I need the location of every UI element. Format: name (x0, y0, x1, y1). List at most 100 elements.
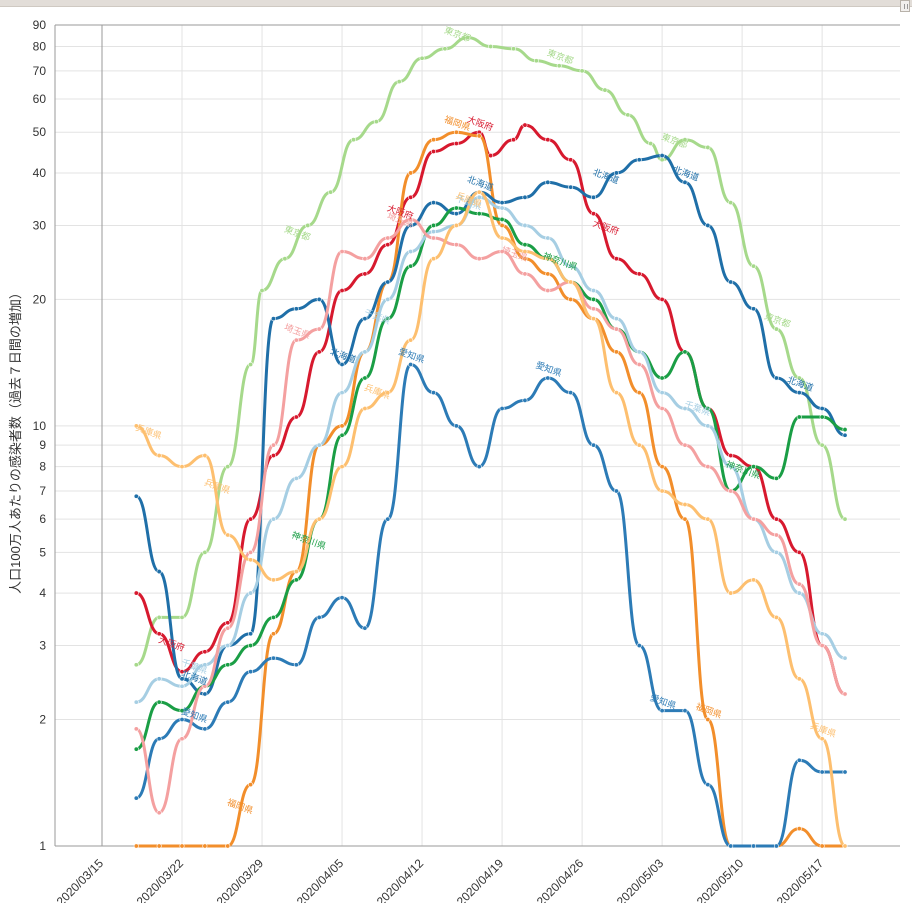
data-point (133, 662, 139, 668)
data-point (591, 306, 597, 312)
data-point (339, 390, 345, 396)
data-point (533, 58, 539, 64)
data-point (842, 655, 848, 661)
data-point (613, 488, 619, 494)
data-point (819, 843, 825, 849)
data-point (362, 375, 368, 381)
data-point (659, 375, 665, 381)
data-point (556, 63, 562, 69)
data-point (202, 843, 208, 849)
data-point (202, 691, 208, 697)
y-tick-label: 1 (39, 839, 46, 853)
data-point (728, 488, 734, 494)
data-point (522, 222, 528, 228)
data-point (705, 516, 711, 522)
data-point (179, 464, 185, 470)
data-point (316, 349, 322, 355)
data-point (842, 769, 848, 775)
series-label: 兵庫県 (809, 720, 838, 740)
data-point (385, 516, 391, 522)
data-point (316, 614, 322, 620)
data-point (659, 405, 665, 411)
data-point (248, 669, 254, 675)
x-tick-label: 2020/03/22 (134, 856, 187, 903)
data-point (408, 194, 414, 200)
data-point (705, 782, 711, 788)
data-point (842, 427, 848, 433)
y-tick-label: 2 (39, 713, 46, 727)
data-point (751, 306, 757, 312)
data-point (476, 189, 482, 195)
series-line-4 (134, 362, 847, 848)
series-label: 愛知県 (534, 359, 563, 379)
data-point (293, 569, 299, 575)
data-point (773, 843, 779, 849)
data-point (179, 717, 185, 723)
data-point (499, 216, 505, 222)
data-point (453, 423, 459, 429)
data-point (499, 405, 505, 411)
data-point (225, 532, 231, 538)
data-point (385, 242, 391, 248)
data-point (293, 306, 299, 312)
data-point (819, 643, 825, 649)
data-point (179, 843, 185, 849)
data-point (133, 493, 139, 499)
data-point (796, 375, 802, 381)
data-point (396, 79, 402, 85)
data-point (522, 271, 528, 277)
series-line-6 (134, 195, 847, 704)
y-tick-label: 80 (33, 39, 47, 53)
data-point (453, 242, 459, 248)
data-point (522, 194, 528, 200)
data-point (568, 279, 574, 285)
data-point (842, 691, 848, 697)
y-tick-label: 20 (33, 292, 47, 306)
data-point (430, 148, 436, 154)
data-point (202, 453, 208, 459)
data-point (305, 222, 311, 228)
data-point (430, 200, 436, 206)
data-point (133, 795, 139, 801)
data-point (293, 662, 299, 668)
data-point (408, 216, 414, 222)
data-point (636, 442, 642, 448)
data-point (133, 590, 139, 596)
data-point (385, 279, 391, 285)
data-point (248, 549, 254, 555)
x-tick-label: 2020/04/05 (294, 856, 347, 903)
data-point (773, 326, 779, 332)
y-tick-label: 60 (33, 92, 47, 106)
data-point (751, 843, 757, 849)
data-point (362, 625, 368, 631)
data-point (408, 337, 414, 343)
y-tick-label: 6 (39, 512, 46, 526)
data-point (682, 349, 688, 355)
x-tick-label: 2020/04/19 (454, 856, 507, 903)
data-point (796, 581, 802, 587)
data-point (408, 249, 414, 255)
data-point (568, 296, 574, 302)
data-point (408, 222, 414, 228)
data-point (499, 249, 505, 255)
y-axis-label: 人口100万人あたりの感染者数（過去７日間の増加） (8, 286, 23, 594)
y-tick-label: 50 (33, 125, 47, 139)
y-tick-label: 3 (39, 639, 46, 653)
data-point (339, 361, 345, 367)
y-tick-label: 4 (39, 586, 46, 600)
data-point (293, 414, 299, 420)
data-point (659, 157, 665, 163)
data-point (350, 137, 356, 143)
data-point (293, 475, 299, 481)
data-point (591, 296, 597, 302)
series-label: 福岡県 (694, 700, 723, 720)
scrollbar-handle[interactable] (900, 0, 910, 12)
data-point (408, 170, 414, 176)
data-point (728, 464, 734, 470)
data-point (248, 643, 254, 649)
data-point (453, 211, 459, 217)
data-point (591, 316, 597, 322)
x-tick-label: 2020/03/15 (54, 856, 107, 903)
data-point (705, 144, 711, 150)
data-point (659, 153, 665, 159)
